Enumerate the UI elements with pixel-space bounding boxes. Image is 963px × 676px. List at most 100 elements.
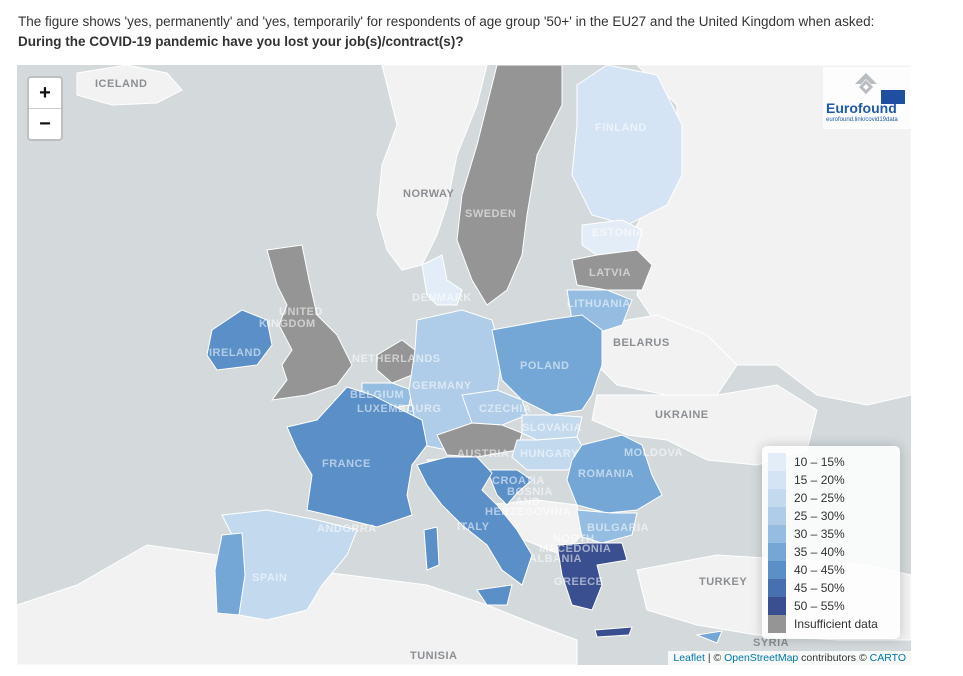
legend-swatch — [768, 489, 786, 507]
label-albania: ALBANIA — [529, 553, 582, 565]
legend-label: 15 – 20% — [794, 473, 845, 487]
label-estonia: ESTONIA — [592, 227, 644, 239]
country-poland[interactable] — [491, 314, 603, 416]
country-france[interactable] — [286, 386, 428, 528]
legend-item: 50 – 55% — [768, 597, 894, 615]
map-legend: 10 – 15% 15 – 20% 20 – 25% 25 – 30% 30 – 35%… — [762, 446, 900, 639]
eurofound-logo[interactable]: Eurofound eurofound.link/covid19data — [823, 67, 911, 129]
label-czechia: CZECHIA — [479, 403, 531, 415]
label-sweden: SWEDEN — [465, 208, 516, 220]
label-norway: NORWAY — [403, 188, 454, 200]
legend-swatch — [768, 543, 786, 561]
country-finland[interactable] — [571, 65, 683, 226]
zoom-in-button[interactable]: + — [39, 82, 51, 104]
label-luxembourg: LUXEMBOURG — [357, 403, 441, 415]
label-poland: POLAND — [520, 360, 569, 372]
country-italy[interactable] — [416, 456, 533, 586]
country-greece[interactable] — [556, 542, 628, 611]
legend-item: 20 – 25% — [768, 489, 894, 507]
caption-description: The figure shows 'yes, permanently' and … — [18, 14, 875, 29]
label-and: AND — [515, 496, 540, 508]
label-united: UNITED — [279, 306, 323, 318]
legend-label: 50 – 55% — [794, 599, 845, 613]
label-syria: SYRIA — [753, 637, 789, 649]
label-hungary: HUNGARY — [520, 448, 579, 460]
map-caption: The figure shows 'yes, permanently' and … — [18, 12, 948, 52]
label-ireland: IRELAND — [209, 347, 261, 359]
eurofound-logo-icon — [855, 73, 877, 95]
country-bulgaria[interactable] — [576, 509, 638, 544]
map-attribution: Leaflet | © OpenStreetMap contributors ©… — [668, 651, 911, 665]
country-sweden[interactable] — [456, 65, 563, 306]
label-iceland: ICELAND — [95, 78, 147, 90]
land-iceland — [76, 65, 183, 106]
legend-item: 35 – 40% — [768, 543, 894, 561]
country-united-kingdom[interactable] — [266, 244, 353, 401]
country-cyprus[interactable] — [695, 630, 723, 644]
label-tunisia: TUNISIA — [410, 650, 458, 662]
zoom-out-button[interactable]: − — [29, 108, 61, 139]
label-macedonia: MACEDONIA — [539, 543, 611, 555]
legend-swatch — [768, 525, 786, 543]
legend-swatch — [768, 561, 786, 579]
label-latvia: LATVIA — [589, 267, 631, 279]
legend-label: 35 – 40% — [794, 545, 845, 559]
legend-item: 45 – 50% — [768, 579, 894, 597]
leaflet-link[interactable]: Leaflet — [673, 652, 705, 664]
legend-label: 25 – 30% — [794, 509, 845, 523]
legend-label: 40 – 45% — [794, 563, 845, 577]
label-denmark: DENMARK — [412, 292, 472, 304]
label-finland: FINLAND — [595, 122, 647, 134]
country-sardinia[interactable] — [423, 526, 440, 571]
label-germany: GERMANY — [412, 380, 472, 392]
label-belgium: BELGIUM — [350, 389, 404, 401]
logo-link: eurofound.link/covid19data — [826, 117, 898, 123]
label-romania: ROMANIA — [578, 468, 634, 480]
legend-label: 10 – 15% — [794, 455, 845, 469]
legend-item: 40 – 45% — [768, 561, 894, 579]
zoom-control: + − — [27, 76, 63, 141]
carto-link[interactable]: CARTO — [869, 652, 906, 664]
country-portugal[interactable] — [214, 532, 246, 616]
label-france: FRANCE — [322, 458, 371, 470]
label-italy: ITALY — [457, 521, 490, 533]
legend-swatch — [768, 471, 786, 489]
country-crete[interactable] — [594, 626, 633, 638]
map-labels: ICELAND FINLAND NORWAY SWEDEN ESTONIA LA… — [95, 78, 789, 662]
label-croatia: CROATIA — [492, 475, 545, 487]
legend-swatch — [768, 507, 786, 525]
legend-label: 30 – 35% — [794, 527, 845, 541]
legend-item: 30 – 35% — [768, 525, 894, 543]
label-lithuania: LITHUANIA — [567, 298, 631, 310]
country-romania[interactable] — [566, 434, 663, 514]
label-austria: AUSTRIA — [457, 448, 509, 460]
choropleth-map[interactable]: ICELAND FINLAND NORWAY SWEDEN ESTONIA LA… — [17, 65, 911, 665]
country-latvia[interactable] — [571, 249, 653, 291]
legend-swatch — [768, 453, 786, 471]
caption-question: During the COVID-19 pandemic have you lo… — [18, 34, 464, 49]
label-kingdom: KINGDOM — [259, 318, 316, 330]
attribution-separator: | © — [704, 652, 725, 664]
label-north: NORTH — [553, 533, 595, 545]
logo-name: Eurofound — [826, 100, 897, 116]
openstreetmap-link[interactable]: OpenStreetMap — [724, 652, 799, 664]
label-greece: GREECE — [554, 576, 603, 588]
country-sicily[interactable] — [476, 584, 513, 606]
label-turkey: TURKEY — [699, 576, 747, 588]
country-shapes[interactable] — [206, 65, 723, 644]
label-belarus: BELARUS — [613, 337, 670, 349]
attribution-contributors: contributors © — [798, 652, 870, 664]
country-ireland[interactable] — [206, 309, 273, 371]
legend-item: 15 – 20% — [768, 471, 894, 489]
eu-flag-icon — [881, 90, 905, 104]
label-ukraine: UKRAINE — [655, 409, 709, 421]
legend-item: 10 – 15% — [768, 453, 894, 471]
legend-item: 25 – 30% — [768, 507, 894, 525]
country-croatia[interactable] — [486, 469, 533, 506]
legend-swatch — [768, 579, 786, 597]
legend-label: 20 – 25% — [794, 491, 845, 505]
label-bulgaria: BULGARIA — [587, 522, 649, 534]
country-denmark[interactable] — [421, 254, 463, 306]
legend-item: Insufficient data — [768, 615, 894, 633]
label-andorra: ANDORRA — [317, 523, 377, 535]
